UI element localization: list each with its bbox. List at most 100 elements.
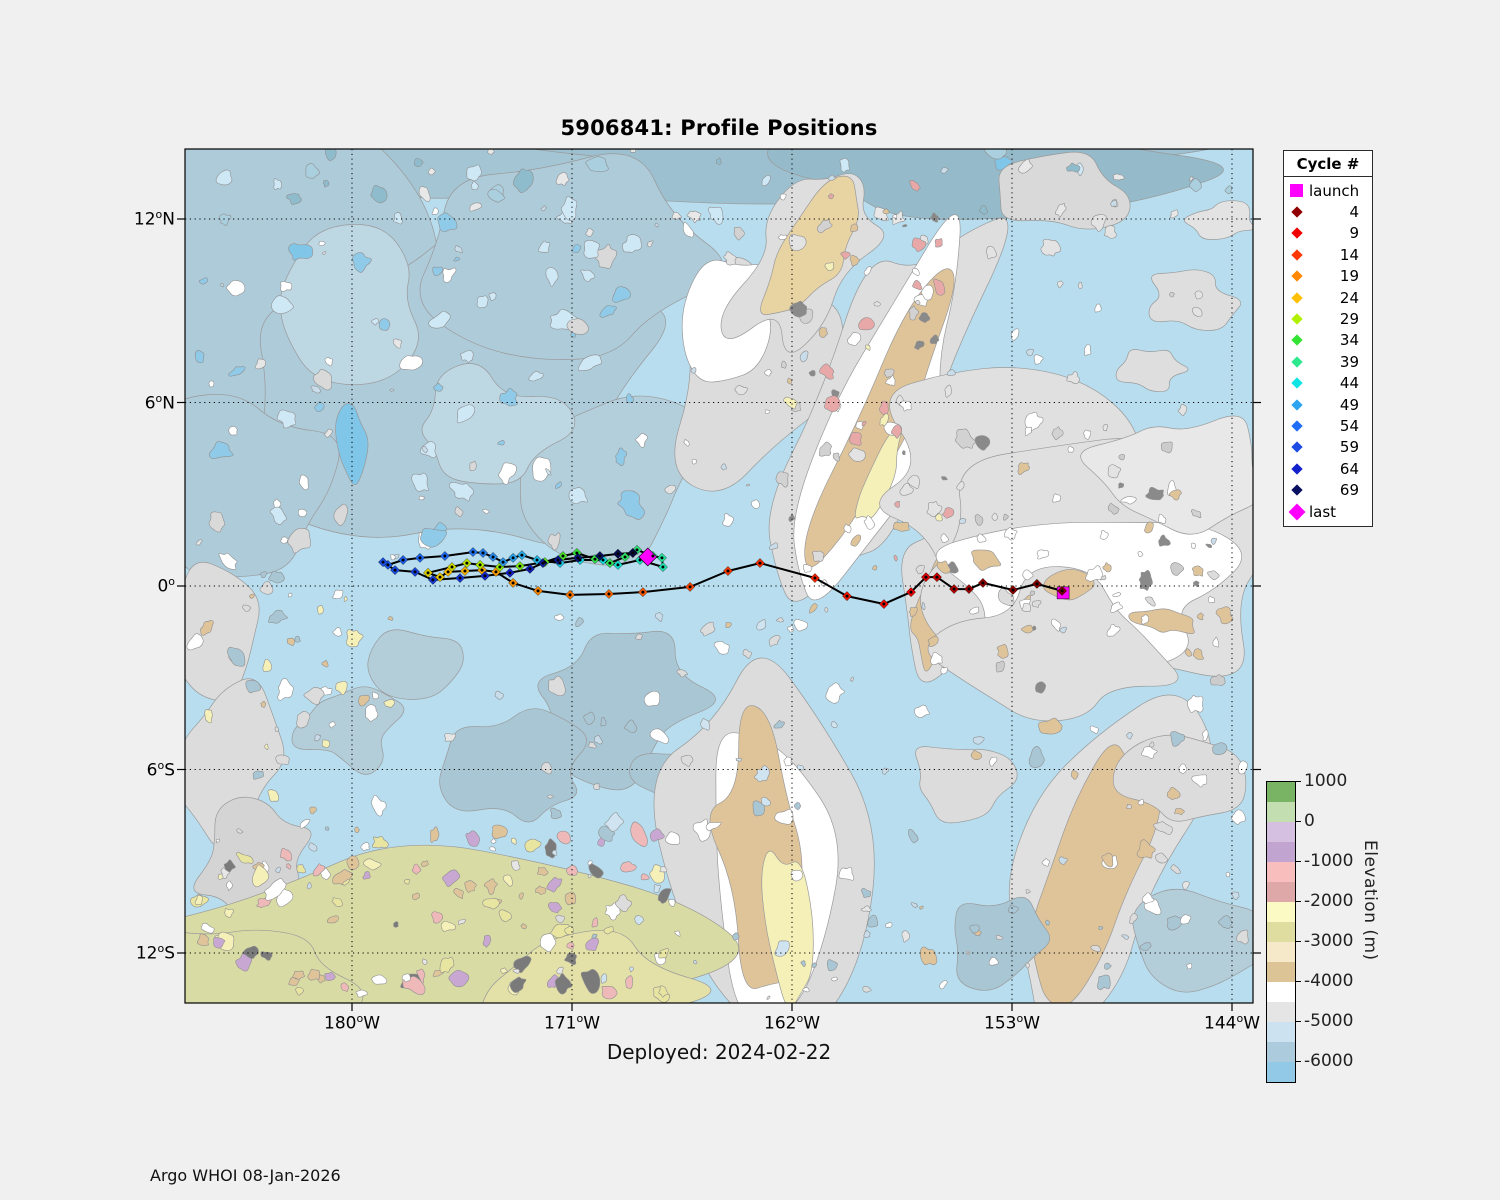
- colorbar-tick-label: -6000: [1304, 1051, 1354, 1071]
- colorbar-band-2: [1267, 822, 1295, 842]
- float-trajectory: [378, 545, 1070, 609]
- legend-title: Cycle #: [1283, 150, 1373, 177]
- lat-tick-label: 12oN: [133, 208, 175, 230]
- legend-item-24: 24: [1284, 287, 1372, 308]
- elevation-colorbar: [1266, 781, 1296, 1083]
- legend-item-label: 4: [1349, 203, 1359, 222]
- lon-tick-label: 162oW: [764, 1012, 820, 1034]
- lon-tick-label: 180oW: [324, 1012, 380, 1034]
- legend-item-label: 39: [1339, 352, 1359, 371]
- diamond-marker-icon: [1284, 313, 1309, 325]
- colorbar-band-12: [1267, 1022, 1295, 1042]
- legend-item-54: 54: [1284, 415, 1372, 436]
- colorbar-tick-label: 0: [1304, 811, 1315, 831]
- colorbar-band-11: [1267, 1002, 1295, 1022]
- legend-item-59: 59: [1284, 437, 1372, 458]
- colorbar-band-3: [1267, 842, 1295, 862]
- legend-item-label: 59: [1339, 438, 1359, 457]
- legend-item-49: 49: [1284, 394, 1372, 415]
- colorbar-tick: [1295, 1021, 1301, 1022]
- diamond-marker-icon: [1284, 377, 1309, 389]
- legend-item-label: 54: [1339, 416, 1359, 435]
- colorbar-band-0: [1267, 782, 1295, 802]
- legend-item-14: 14: [1284, 244, 1372, 265]
- legend-item-4: 4: [1284, 201, 1372, 222]
- cycle-legend: Cycle # launch 4 9 14 19 24 29 34 39 44 49 54 59 64 69…: [1283, 150, 1373, 528]
- legend-item-label: 29: [1339, 310, 1359, 329]
- colorbar-tick: [1295, 821, 1301, 822]
- lat-tick-label: 0o: [157, 575, 175, 597]
- legend-item-launch: launch: [1284, 180, 1372, 201]
- colorbar-band-1: [1267, 802, 1295, 822]
- legend-item-label: 64: [1339, 459, 1359, 478]
- deployed-date-label: Deployed: 2024-02-22: [606, 1040, 832, 1064]
- colorbar-band-10: [1267, 982, 1295, 1002]
- diamond-marker-icon: [1284, 463, 1309, 475]
- page-title: 5906841: Profile Positions: [560, 116, 878, 140]
- lat-tick-label: 12oS: [135, 942, 175, 964]
- legend-item-9: 9: [1284, 223, 1372, 244]
- legend-item-44: 44: [1284, 373, 1372, 394]
- colorbar-band-6: [1267, 902, 1295, 922]
- legend-item-label: last: [1309, 502, 1337, 521]
- diamond-marker-icon: [1284, 420, 1309, 432]
- diamond-marker-icon: [1284, 398, 1309, 411]
- axis-ticks: [177, 218, 1261, 1011]
- legend-item-label: 69: [1339, 481, 1359, 500]
- legend-item-label: 9: [1349, 224, 1359, 243]
- lat-tick-label: 6oS: [146, 758, 175, 781]
- last-position-marker: [638, 547, 658, 567]
- colorbar-band-5: [1267, 882, 1295, 902]
- legend-item-29: 29: [1284, 308, 1372, 329]
- legend-item-label: 44: [1339, 374, 1359, 393]
- diamond-marker-icon: [1284, 227, 1309, 240]
- colorbar-tick-label: -1000: [1304, 851, 1354, 871]
- legend-item-last: last: [1284, 501, 1372, 522]
- lon-tick-label: 171oW: [544, 1012, 600, 1034]
- colorbar-tick-label: -4000: [1304, 971, 1354, 991]
- colorbar-band-4: [1267, 862, 1295, 882]
- colorbar-axis-label: Elevation (m): [1360, 840, 1380, 961]
- colorbar-band-8: [1267, 942, 1295, 962]
- colorbar-band-7: [1267, 922, 1295, 942]
- diamond-marker-icon: [1284, 441, 1309, 454]
- legend-item-39: 39: [1284, 351, 1372, 372]
- legend-item-label: launch: [1309, 181, 1360, 200]
- diamond-large-marker-icon: [1284, 503, 1309, 521]
- colorbar-tick: [1295, 1061, 1301, 1062]
- legend-item-64: 64: [1284, 458, 1372, 479]
- legend-item-label: 19: [1339, 267, 1359, 286]
- diamond-marker-icon: [1284, 334, 1309, 347]
- colorbar-tick: [1295, 901, 1301, 902]
- lat-tick-label: 6oN: [144, 391, 175, 414]
- legend-items: launch 4 9 14 19 24 29 34 39 44 49 54 59 64 69 last: [1283, 177, 1373, 528]
- diamond-marker-icon: [1284, 356, 1309, 368]
- legend-item-19: 19: [1284, 266, 1372, 287]
- legend-item-label: 49: [1339, 395, 1359, 414]
- diamond-marker-icon: [1284, 291, 1309, 304]
- legend-item-label: 24: [1339, 288, 1359, 307]
- diamond-marker-icon: [1284, 206, 1309, 218]
- lon-tick-label: 153oW: [984, 1012, 1040, 1034]
- colorbar-tick: [1295, 781, 1301, 782]
- colorbar-tick: [1295, 981, 1301, 982]
- colorbar-band-14: [1267, 1062, 1295, 1082]
- attribution-label: Argo WHOI 08-Jan-2026: [150, 1166, 341, 1185]
- graticule: [185, 149, 1253, 1003]
- colorbar-tick-label: -5000: [1304, 1011, 1354, 1031]
- lon-tick-label: 144oW: [1204, 1012, 1260, 1034]
- legend-item-label: 14: [1339, 245, 1359, 264]
- diamond-marker-icon: [1284, 270, 1309, 282]
- square-marker-icon: [1284, 184, 1309, 198]
- colorbar-tick: [1295, 941, 1301, 942]
- diamond-marker-icon: [1284, 249, 1309, 261]
- legend-item-label: 34: [1339, 331, 1359, 350]
- colorbar-tick-label: -2000: [1304, 891, 1354, 911]
- map-frame: [184, 148, 1254, 1004]
- diamond-marker-icon: [1284, 484, 1309, 496]
- colorbar-tick: [1295, 861, 1301, 862]
- colorbar-tick-label: -3000: [1304, 931, 1354, 951]
- colorbar-band-13: [1267, 1042, 1295, 1062]
